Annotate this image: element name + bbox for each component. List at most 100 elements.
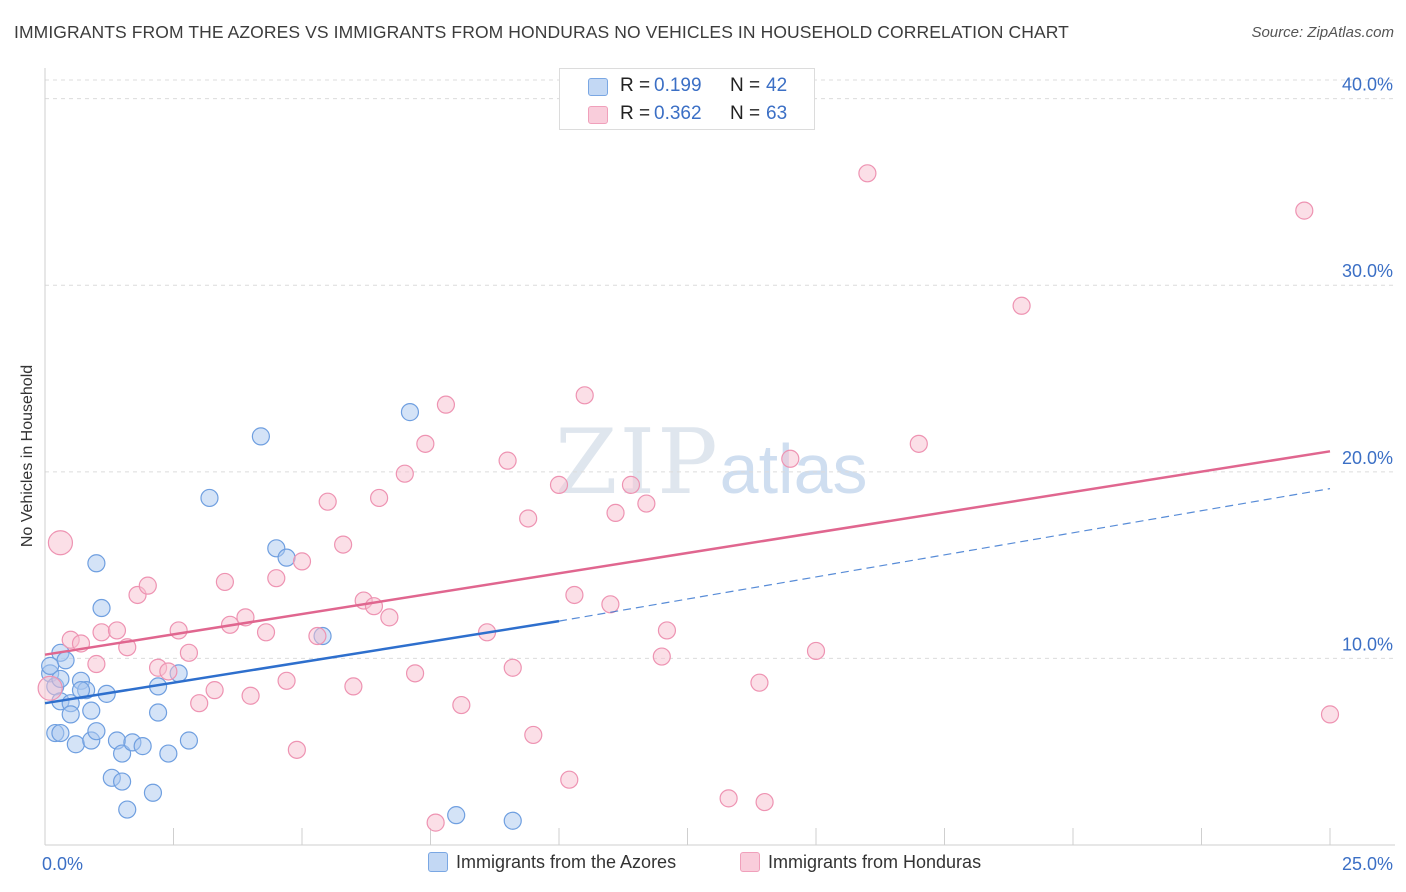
bottom-legend-honduras: Immigrants from Honduras (740, 852, 981, 876)
honduras-point (138, 576, 157, 595)
honduras-point (1295, 201, 1314, 220)
legend-r-label: R = (620, 75, 651, 96)
azores-point (112, 772, 132, 791)
legend-swatch-honduras (588, 106, 608, 124)
azores-point (66, 735, 85, 754)
legend-r-value-honduras: 0.362 (654, 103, 702, 124)
legend-n-label: N = (730, 103, 761, 124)
y-tick-label: 40.0% (1342, 75, 1393, 95)
honduras-point (47, 530, 74, 556)
honduras-point (287, 740, 306, 759)
honduras-point (37, 675, 63, 701)
watermark-atlas: atlas (719, 430, 868, 508)
honduras-point (806, 641, 826, 661)
y-tick-label: 20.0% (1342, 448, 1393, 468)
honduras-point (909, 434, 928, 453)
legend-n-label: N = (730, 75, 761, 96)
azores-point (148, 703, 168, 722)
source-credit: Source: ZipAtlas.com (1251, 24, 1394, 41)
azores-point (92, 598, 111, 618)
honduras-point (1012, 296, 1031, 315)
honduras-point (575, 386, 594, 405)
azores-point (87, 722, 106, 741)
honduras-point (380, 608, 399, 627)
honduras-point (190, 694, 209, 713)
azores-point (61, 705, 80, 724)
x-tick-label: 0.0% (42, 854, 83, 874)
y-tick-label: 10.0% (1342, 634, 1393, 654)
honduras-point (107, 621, 127, 640)
azores-point (87, 554, 106, 573)
legend-row-azores: R = 0.199 N = 42 (560, 72, 814, 100)
azores-point (133, 737, 152, 756)
honduras-point (858, 164, 877, 183)
azores-point (251, 427, 270, 446)
bottom-legend-label-azores: Immigrants from the Azores (456, 852, 677, 872)
honduras-point (344, 677, 363, 696)
honduras-point (205, 681, 224, 700)
honduras-point (519, 509, 538, 528)
honduras-point (241, 686, 260, 705)
honduras-point (565, 585, 584, 605)
honduras-point (637, 494, 656, 513)
legend-swatch-azores (588, 78, 608, 96)
honduras-point (601, 595, 620, 614)
honduras-point (657, 621, 677, 640)
honduras-point (395, 464, 414, 483)
azores-point (56, 651, 75, 670)
honduras-point (267, 569, 286, 588)
honduras-point (436, 395, 456, 414)
honduras-point (370, 488, 389, 508)
y-axis-title: No Vehicles in Household (19, 364, 36, 548)
honduras-point (719, 789, 738, 808)
honduras-point (781, 449, 800, 468)
honduras-point (498, 451, 517, 470)
honduras-point (1320, 705, 1340, 724)
azores-point (112, 744, 132, 763)
azores-point (41, 656, 60, 675)
watermark-zip: ZIP (555, 410, 720, 515)
honduras-point (169, 621, 188, 640)
bottom-legend-label-honduras: Immigrants from Honduras (768, 852, 982, 872)
legend-r-value-azores: 0.199 (654, 75, 702, 96)
bottom-legend-swatch-azores (428, 852, 448, 872)
azores-point (277, 548, 296, 567)
azores-point (200, 488, 219, 508)
honduras-point (179, 643, 199, 662)
bottom-legend-azores: Immigrants from the Azores (428, 852, 676, 876)
honduras-point (549, 475, 569, 494)
legend-n-value-honduras: 63 (766, 103, 788, 124)
honduras-point (277, 671, 296, 690)
azores-point (503, 811, 522, 830)
honduras-point (503, 658, 522, 677)
honduras-point (159, 662, 178, 681)
azores-trend-line (44, 619, 560, 705)
azores-point (400, 403, 420, 422)
legend-row-honduras: R = 0.362 N = 63 (560, 100, 814, 128)
honduras-point (215, 572, 234, 592)
honduras-point (292, 552, 312, 571)
honduras-point (755, 792, 774, 812)
honduras-point (560, 770, 579, 789)
chart-title: IMMIGRANTS FROM THE AZORES VS IMMIGRANTS… (14, 22, 1069, 42)
honduras-point (334, 535, 353, 554)
honduras-point (405, 664, 425, 683)
honduras-point (524, 725, 543, 745)
legend-n-value-azores: 42 (766, 75, 788, 96)
honduras-point (652, 647, 671, 666)
honduras-point (364, 597, 384, 616)
honduras-point (426, 813, 445, 832)
honduras-point (92, 623, 111, 642)
x-tick-label: 25.0% (1342, 854, 1393, 874)
honduras-point (256, 623, 276, 642)
azores-point (118, 800, 137, 819)
honduras-point (318, 492, 337, 511)
azores-point (159, 744, 178, 763)
honduras-trend-line (44, 450, 1331, 656)
azores-point (82, 701, 101, 720)
y-tick-label: 30.0% (1342, 261, 1393, 281)
azores-trend-line-extension (558, 488, 1331, 622)
honduras-point (606, 503, 625, 522)
correlation-legend: R = 0.199 N = 42 R = 0.362 N = 63 (559, 68, 815, 130)
legend-r-label: R = (620, 103, 651, 124)
